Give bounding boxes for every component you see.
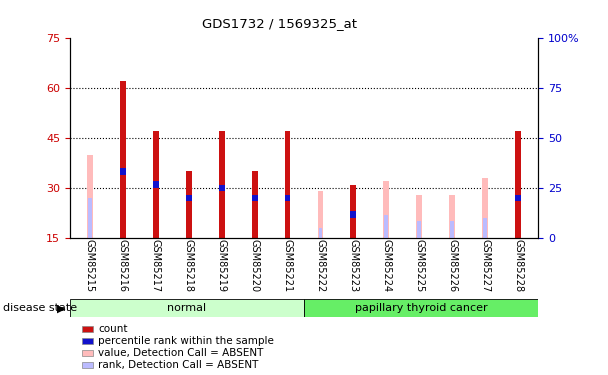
Bar [120, 168, 126, 175]
Bar [350, 184, 356, 238]
Bar [416, 195, 423, 238]
Text: GSM85228: GSM85228 [513, 239, 523, 292]
Text: GSM85222: GSM85222 [316, 239, 325, 292]
Bar [384, 181, 389, 238]
Bar [153, 181, 159, 188]
Text: rank, Detection Call = ABSENT: rank, Detection Call = ABSENT [98, 360, 258, 370]
Text: GSM85220: GSM85220 [249, 239, 260, 292]
Bar [384, 215, 389, 238]
Text: disease state: disease state [3, 303, 77, 313]
Bar [185, 171, 192, 238]
Bar [219, 131, 224, 238]
Bar [120, 81, 126, 238]
Bar [483, 218, 487, 238]
Text: GSM85226: GSM85226 [447, 239, 457, 292]
Bar [88, 198, 92, 238]
Bar [451, 221, 454, 238]
Bar [418, 221, 421, 238]
Text: GSM85216: GSM85216 [118, 239, 128, 292]
Text: normal: normal [167, 303, 207, 313]
Text: GSM85224: GSM85224 [381, 239, 392, 292]
Bar [185, 195, 192, 201]
Bar [449, 195, 455, 238]
Bar [252, 171, 258, 238]
Bar [516, 195, 521, 201]
Text: GSM85227: GSM85227 [480, 239, 490, 292]
Bar [350, 211, 356, 218]
Text: GSM85219: GSM85219 [216, 239, 227, 292]
Bar [285, 131, 291, 238]
Text: GSM85215: GSM85215 [85, 239, 95, 292]
Bar [70, 299, 304, 317]
Bar [252, 195, 258, 201]
Bar [482, 178, 488, 238]
Bar [304, 299, 538, 317]
Bar [219, 184, 224, 191]
Bar [153, 131, 159, 238]
Text: GSM85223: GSM85223 [348, 239, 359, 292]
Text: GDS1732 / 1569325_at: GDS1732 / 1569325_at [202, 17, 357, 30]
Text: GSM85218: GSM85218 [184, 239, 193, 292]
Bar [516, 131, 521, 238]
Bar [317, 191, 323, 238]
Bar [87, 154, 92, 238]
Bar [285, 195, 291, 201]
Text: percentile rank within the sample: percentile rank within the sample [98, 336, 274, 346]
Text: GSM85225: GSM85225 [415, 239, 424, 292]
Text: ▶: ▶ [57, 303, 66, 313]
Text: value, Detection Call = ABSENT: value, Detection Call = ABSENT [98, 348, 263, 358]
Text: GSM85217: GSM85217 [151, 239, 161, 292]
Text: GSM85221: GSM85221 [283, 239, 292, 292]
Text: papillary thyroid cancer: papillary thyroid cancer [354, 303, 488, 313]
Bar [319, 228, 322, 238]
Text: count: count [98, 324, 128, 334]
